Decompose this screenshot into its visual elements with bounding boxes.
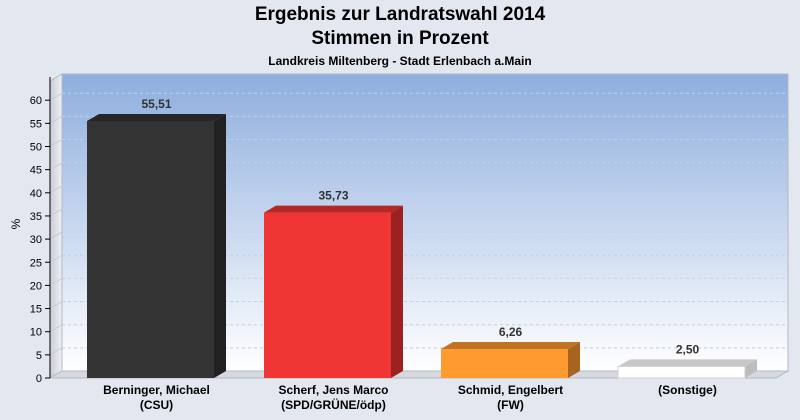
data-label: 6,26: [499, 325, 523, 339]
bar: [617, 365, 746, 379]
y-tick-label: 40: [30, 188, 42, 200]
y-tick-label: 55: [30, 118, 42, 130]
gridline-side: [49, 347, 63, 356]
gridline-side: [49, 254, 63, 263]
y-tick-label: 35: [30, 211, 42, 223]
bar: [87, 120, 214, 378]
x-tick-label: (Sonstige): [658, 383, 717, 397]
data-label: 35,73: [318, 189, 348, 203]
data-label: 2,50: [676, 342, 700, 356]
x-tick-label: Scherf, Jens Marco: [278, 383, 388, 397]
bar-side: [214, 113, 226, 378]
chart-subtitle: Stimmen in Prozent: [311, 28, 489, 49]
bar-top: [441, 342, 580, 350]
gridline-side: [49, 115, 63, 124]
y-tick-label: 30: [30, 234, 42, 246]
y-tick-label: 5: [36, 350, 42, 362]
x-tick-label: Berninger, Michael: [103, 383, 210, 397]
gridline-side: [49, 231, 63, 240]
y-tick-label: 15: [30, 304, 42, 316]
gridline-side: [49, 185, 63, 194]
y-tick-label: 20: [30, 280, 42, 292]
bar-side: [391, 205, 403, 378]
bar-top: [87, 113, 226, 121]
gridline-side: [49, 162, 63, 171]
bar: [441, 349, 568, 378]
y-tick-label: 25: [30, 257, 42, 269]
x-tick-label: (FW): [497, 398, 524, 412]
y-tick-label: 45: [30, 165, 42, 177]
x-tick-label: Schmid, Engelbert: [458, 383, 563, 397]
y-tick-label: 0: [36, 373, 42, 385]
y-tick-label: 10: [30, 327, 42, 339]
chart-title: Ergebnis zur Landratswahl 2014: [254, 4, 546, 25]
data-label: 55,51: [141, 97, 171, 111]
gridline-side: [49, 301, 63, 309]
bar-top: [264, 205, 403, 213]
chart-caption: Landkreis Miltenberg - Stadt Erlenbach a…: [268, 54, 532, 68]
bar-side: [568, 342, 580, 378]
bar-side: [745, 359, 757, 378]
gridline-side: [49, 324, 63, 333]
x-tick-label: (CSU): [140, 398, 173, 412]
y-tick-label: 60: [30, 95, 42, 107]
y-axis-label: %: [9, 218, 23, 229]
y-tick-label: 50: [30, 142, 42, 154]
bar-top: [618, 359, 757, 367]
x-tick-label: (SPD/GRÜNE/ödp): [281, 397, 386, 412]
gridline-side: [49, 92, 63, 101]
gridline-side: [49, 139, 63, 147]
gridline-side: [49, 208, 63, 217]
bar: [264, 212, 391, 378]
gridline-side: [49, 277, 63, 286]
